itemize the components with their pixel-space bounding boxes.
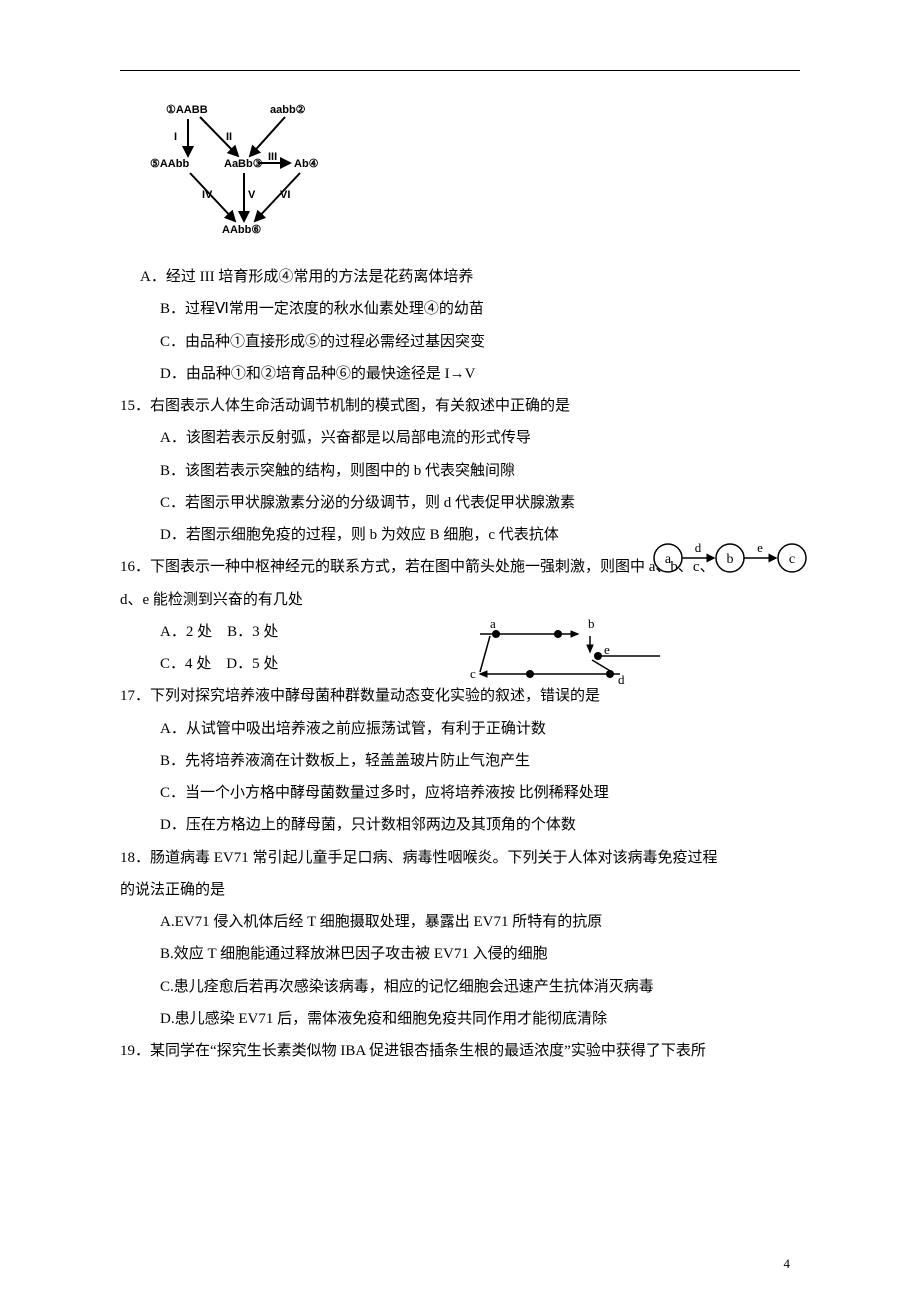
q16-option-d: D．5 处 [226, 648, 278, 680]
q18-option-a: A.EV71 侵入机体后经 T 细胞摄取处理，暴露出 EV71 所特有的抗原 [120, 906, 800, 938]
q18-stem2: 的说法正确的是 [120, 874, 800, 906]
diagram-label: V [248, 189, 255, 201]
q15-option-a: A．该图若表示反射弧，兴奋都是以局部电流的形式传导 [120, 422, 800, 454]
svg-text:e: e [604, 642, 610, 657]
q18-stem: 18．肠道病毒 EV71 常引起儿童手足口病、病毒性咽喉炎。下列关于人体对该病毒… [120, 842, 800, 874]
q14-option-c: C．由品种①直接形成⑤的过程必需经过基因突变 [120, 326, 800, 358]
q19-stem: 19．某同学在“探究生长素类似物 IBA 促进银杏插条生根的最适浓度”实验中获得… [120, 1035, 800, 1067]
diagram-label: Ab④ [294, 157, 319, 170]
q16-option-c: C．4 处 [160, 648, 211, 680]
svg-text:b: b [588, 616, 595, 631]
diagram-label: ①AABB [166, 103, 208, 116]
q18-option-b: B.效应 T 细胞能通过释放淋巴因子攻击被 EV71 入侵的细胞 [120, 938, 800, 970]
diagram-label: AaBb③ [224, 157, 263, 170]
diagram-label: I [174, 131, 177, 143]
q17-option-b: B．先将培养液滴在计数板上，轻盖盖玻片防止气泡产生 [120, 745, 800, 777]
top-rule [120, 70, 800, 71]
q16-option-b: B．3 处 [227, 616, 278, 648]
svg-text:d: d [618, 672, 625, 687]
q14-option-b: B．过程Ⅵ常用一定浓度的秋水仙素处理④的幼苗 [120, 293, 800, 325]
q17-option-c: C．当一个小方格中酵母菌数量过多时，应将培养液按 比例稀释处理 [120, 777, 800, 809]
q16-option-a: A．2 处 [160, 616, 212, 648]
diagram-label: ⑤AAbb [150, 157, 189, 170]
svg-text:e: e [757, 540, 763, 555]
q16-stem2: d、e 能检测到兴奋的有几处 [120, 584, 800, 616]
q15-option-b: B．该图若表示突触的结构，则图中的 b 代表突触间隙 [120, 455, 800, 487]
svg-text:c: c [470, 666, 476, 681]
diagram-label: IV [202, 189, 212, 201]
svg-text:a: a [665, 552, 672, 567]
svg-text:c: c [789, 552, 795, 567]
q17-option-d: D．压在方格边上的酵母菌，只计数相邻两边及其顶角的个体数 [120, 809, 800, 841]
q17-option-a: A．从试管中吸出培养液之前应振荡试管，有利于正确计数 [120, 713, 800, 745]
q18-option-d: D.患儿感染 EV71 后，需体液免疫和细胞免疫共同作用才能彻底清除 [120, 1003, 800, 1035]
svg-text:b: b [727, 552, 734, 567]
q15-figure-svg: a b c d e [650, 538, 810, 578]
diagram-label: VI [280, 189, 290, 201]
breeding-diagram-svg [140, 101, 340, 241]
q16-figure-svg: a b c d e [460, 614, 680, 689]
diagram-label: II [226, 131, 232, 143]
page-number: 4 [784, 1256, 791, 1272]
breeding-diagram: ①AABB aabb② I II ⑤AAbb AaBb③ III Ab④ IV … [140, 101, 340, 241]
q16-figure: a b c d e [460, 614, 680, 689]
svg-text:a: a [490, 616, 496, 631]
svg-text:d: d [695, 540, 702, 555]
q15-stem: 15．右图表示人体生命活动调节机制的模式图，有关叙述中正确的是 [120, 390, 800, 422]
q18-option-c: C.患儿痊愈后若再次感染该病毒，相应的记忆细胞会迅速产生抗体消灭病毒 [120, 971, 800, 1003]
q14-option-d: D．由品种①和②培育品种⑥的最快途径是 I→V [120, 358, 800, 390]
q15-option-c: C．若图示甲状腺激素分泌的分级调节，则 d 代表促甲状腺激素 [120, 487, 800, 519]
diagram-label: III [268, 151, 277, 163]
q14-option-a: A．经过 III 培育形成④常用的方法是花药离体培养 [120, 261, 800, 293]
diagram-label: aabb② [270, 103, 306, 116]
diagram-label: AAbb⑥ [222, 223, 261, 236]
q15-figure: a b c d e [650, 538, 810, 578]
page: ①AABB aabb② I II ⑤AAbb AaBb③ III Ab④ IV … [0, 0, 920, 1302]
